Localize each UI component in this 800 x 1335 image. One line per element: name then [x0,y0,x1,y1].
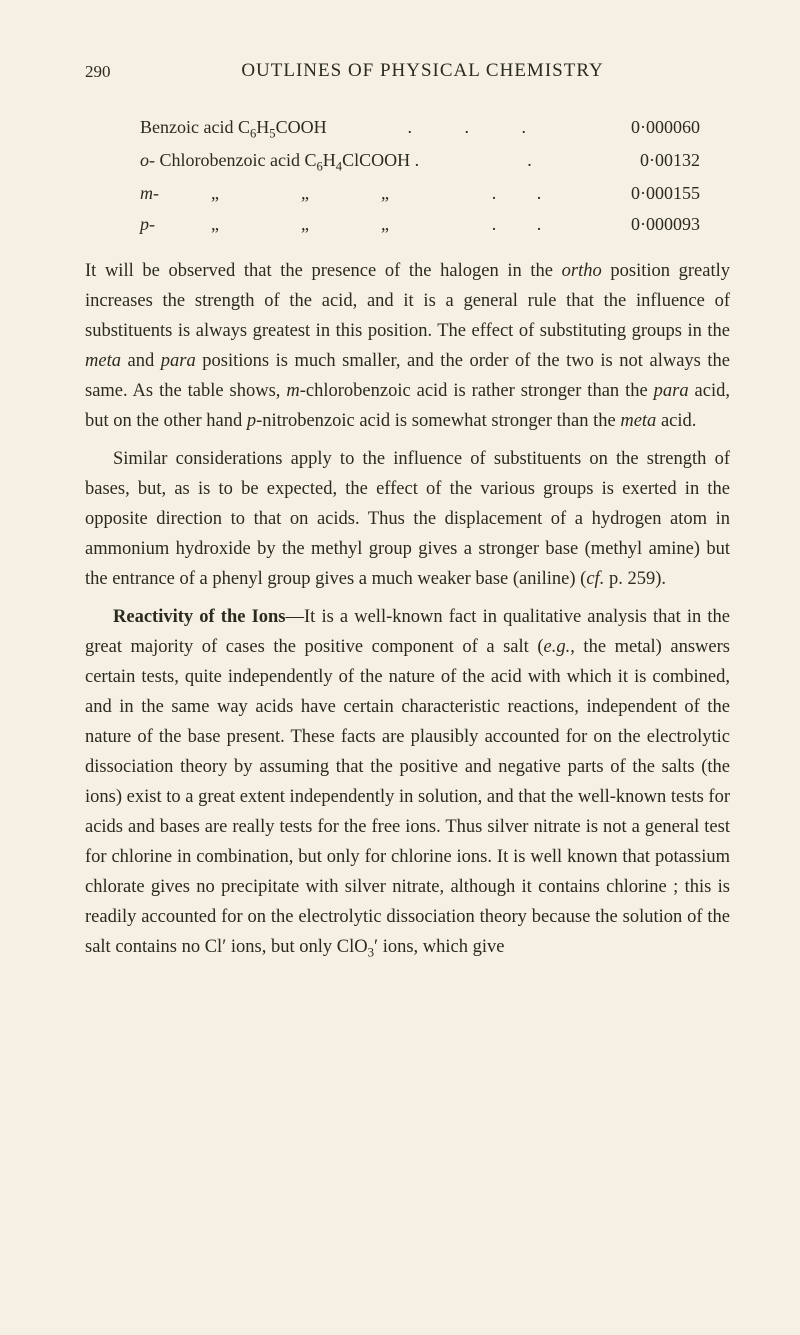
dots: . [419,145,640,176]
ditto: „ [350,209,420,240]
acid-row: o- Chlorobenzoic acid C6H4ClCOOH . . 0·0… [140,145,730,178]
acid-table: Benzoic acid C6H5COOH . . . 0·000060 o- … [140,112,730,239]
dots: . . [420,209,631,240]
ditto: „ [350,178,420,209]
acid-row: p- „ „ „ . . 0·000093 [140,209,730,240]
page-number: 290 [85,62,111,82]
acid-label: Benzoic acid C6H5COOH [140,112,327,145]
paragraph-3: Reactivity of the Ions—It is a well-know… [85,603,730,963]
header-title: OUTLINES OF PHYSICAL CHEMISTRY [85,60,730,82]
acid-row: m- „ „ „ . . 0·000155 [140,178,730,209]
acid-value: 0·000155 [631,178,730,209]
dots: . . [420,178,631,209]
acid-label: m- [140,178,170,209]
dots: . . . [327,112,631,143]
section-heading: Reactivity of the Ions [113,607,286,627]
acid-value: 0·00132 [640,145,730,176]
paragraph-1: It will be observed that the presence of… [85,257,730,437]
acid-value: 0·000060 [631,112,730,143]
acid-label: o- Chlorobenzoic acid C6H4ClCOOH . [140,145,419,178]
acid-row: Benzoic acid C6H5COOH . . . 0·000060 [140,112,730,145]
ditto: „ [170,178,260,209]
acid-value: 0·000093 [631,209,730,240]
acid-label: p- [140,209,170,240]
ditto: „ [260,178,350,209]
ditto: „ [170,209,260,240]
ditto: „ [260,209,350,240]
paragraph-2: Similar considerations apply to the infl… [85,445,730,595]
